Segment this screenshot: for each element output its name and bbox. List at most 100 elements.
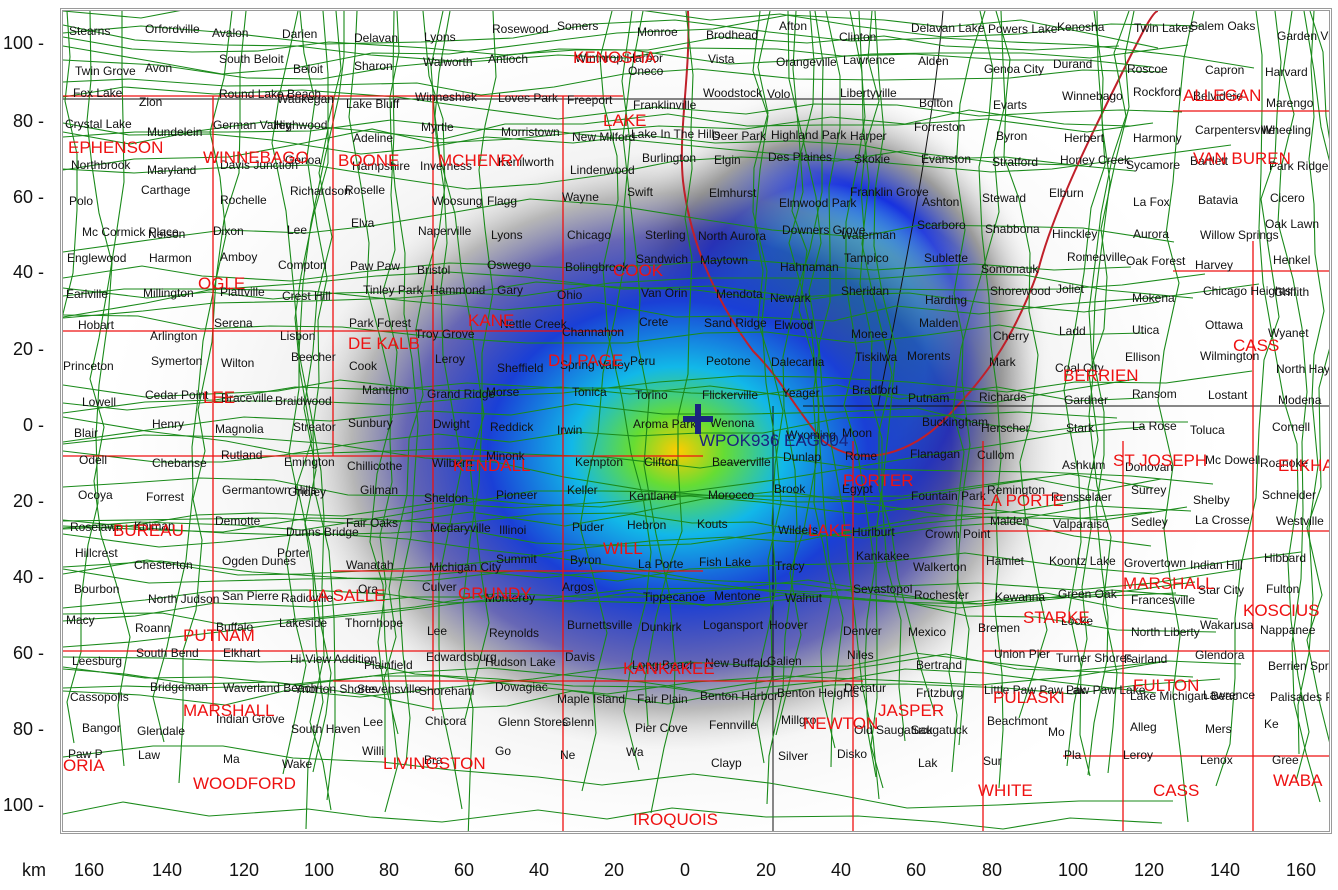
place-label: Honey Creek [1060, 153, 1131, 167]
place-label: Shabbona [985, 222, 1040, 236]
road [66, 11, 113, 744]
place-label: Troy Grove [415, 327, 475, 341]
place-label: Odell [79, 453, 107, 467]
place-label: Niles [847, 648, 874, 662]
place-label: Flagg [487, 194, 517, 208]
place-label: Round Lake Beach [219, 87, 321, 101]
place-label: Garden Village [1277, 29, 1329, 43]
place-label: Oak Lawn [1265, 217, 1319, 231]
place-label: Lawrence [843, 53, 895, 67]
place-label: Elkhart [223, 646, 261, 660]
place-label: Brook [774, 482, 806, 496]
place-label: Wanatah [346, 558, 394, 572]
place-label: Inverness [420, 159, 472, 173]
place-label: Paw Paw [350, 259, 400, 273]
place-label: Walkerton [913, 560, 967, 574]
place-label: Fairland [1124, 652, 1167, 666]
place-label: Joliet [1056, 282, 1085, 296]
place-label: Rutland [221, 448, 262, 462]
place-label: Pier Cove [635, 721, 688, 735]
station-marker[interactable] [683, 404, 713, 434]
place-label: Byron [570, 553, 601, 567]
x-tick-label: 120 [229, 860, 260, 880]
place-label: Belvidere [1193, 89, 1243, 103]
place-label: Sheffield [497, 361, 543, 375]
place-label: Glenn [562, 715, 594, 729]
road [63, 150, 1136, 190]
y-tick-label: 100 - [2, 33, 44, 53]
place-label: Cullom [977, 448, 1014, 462]
place-label: Lakeside [279, 616, 327, 630]
x-axis-unit: km [22, 860, 46, 880]
place-label: Aurora [1133, 227, 1169, 241]
place-label: Summit [496, 552, 537, 566]
road [870, 11, 897, 789]
place-label: Lee [427, 624, 447, 638]
place-label: Sycamore [1126, 158, 1180, 172]
county-label: KANE [468, 311, 514, 330]
road [1297, 11, 1325, 755]
place-label: Channahon [562, 325, 624, 339]
place-label: Manteno [362, 383, 409, 397]
road [1157, 11, 1195, 823]
place-label: Glenn Stores [498, 715, 568, 729]
road [644, 11, 694, 727]
place-label: Newark [770, 291, 812, 305]
road [178, 11, 247, 784]
road [63, 579, 1177, 626]
road [995, 11, 1048, 719]
place-label: Forrest [146, 490, 185, 504]
county-label: WHITE [978, 781, 1033, 800]
place-label: Franklin Grove [850, 185, 929, 199]
place-label: Moon [842, 426, 872, 440]
place-label: Sheridan [841, 284, 889, 298]
place-label: Harvard [1265, 65, 1308, 79]
place-label: Indian Hill [1190, 558, 1243, 572]
place-label: Clayp [711, 756, 742, 770]
place-label: Sublette [924, 251, 968, 265]
place-label: Twin Lakes [1134, 21, 1194, 35]
place-label: Earlville [66, 287, 108, 301]
place-label: Ma [223, 752, 240, 766]
place-label: Nettle Creek [500, 317, 568, 331]
place-label: Freeport [567, 93, 613, 107]
county-label: CASS [1233, 336, 1279, 355]
county-label: ORIA [63, 756, 105, 775]
map-canvas[interactable]: Stearns Orfordville Avalon Darien Delavan Lyo… [63, 11, 1329, 831]
x-tick-label: 140 [152, 860, 183, 880]
place-label: Illinoi [499, 523, 526, 537]
county-label: KENDALL [453, 456, 530, 475]
place-label: Mundelein [147, 125, 202, 139]
place-label: Harper [850, 129, 887, 143]
county-label: PORTER [843, 471, 914, 490]
road [63, 411, 1118, 463]
place-label: Orangeville [776, 55, 837, 69]
place-label: Crest Hill [282, 289, 331, 303]
place-label: North Aurora [698, 229, 766, 243]
place-label: Polo [69, 194, 93, 208]
place-label: Antioch [488, 52, 528, 66]
place-label: Rensselaer [1051, 490, 1112, 504]
place-label: Grovertown [1124, 556, 1186, 570]
county-label: COOK [613, 261, 664, 280]
place-label: Lake Michigan Beac [1130, 689, 1238, 703]
road [63, 113, 1154, 145]
map-viewport[interactable]: Stearns Orfordville Avalon Darien Delavan Lyo… [60, 8, 1332, 834]
county-label: LIVINGSTON [383, 754, 486, 773]
place-label: Hinckley [1052, 227, 1097, 241]
place-label: Lake Bluff [346, 97, 400, 111]
place-label: Kniman [134, 519, 175, 533]
place-label: Chicora [425, 714, 467, 728]
road [63, 122, 1083, 167]
place-label: Lostant [1208, 388, 1248, 402]
place-label: Silver [778, 749, 808, 763]
road [434, 11, 490, 720]
place-label: Wayne [562, 190, 599, 204]
place-label: Buffalo [216, 620, 253, 634]
place-label: Benton Heights [777, 686, 859, 700]
place-label: Powers Lake [988, 22, 1058, 36]
place-label: Chebanse [152, 456, 207, 470]
place-label: Shoreham [419, 684, 474, 698]
place-label: Forreston [914, 120, 965, 134]
place-label: Reddick [490, 420, 534, 434]
